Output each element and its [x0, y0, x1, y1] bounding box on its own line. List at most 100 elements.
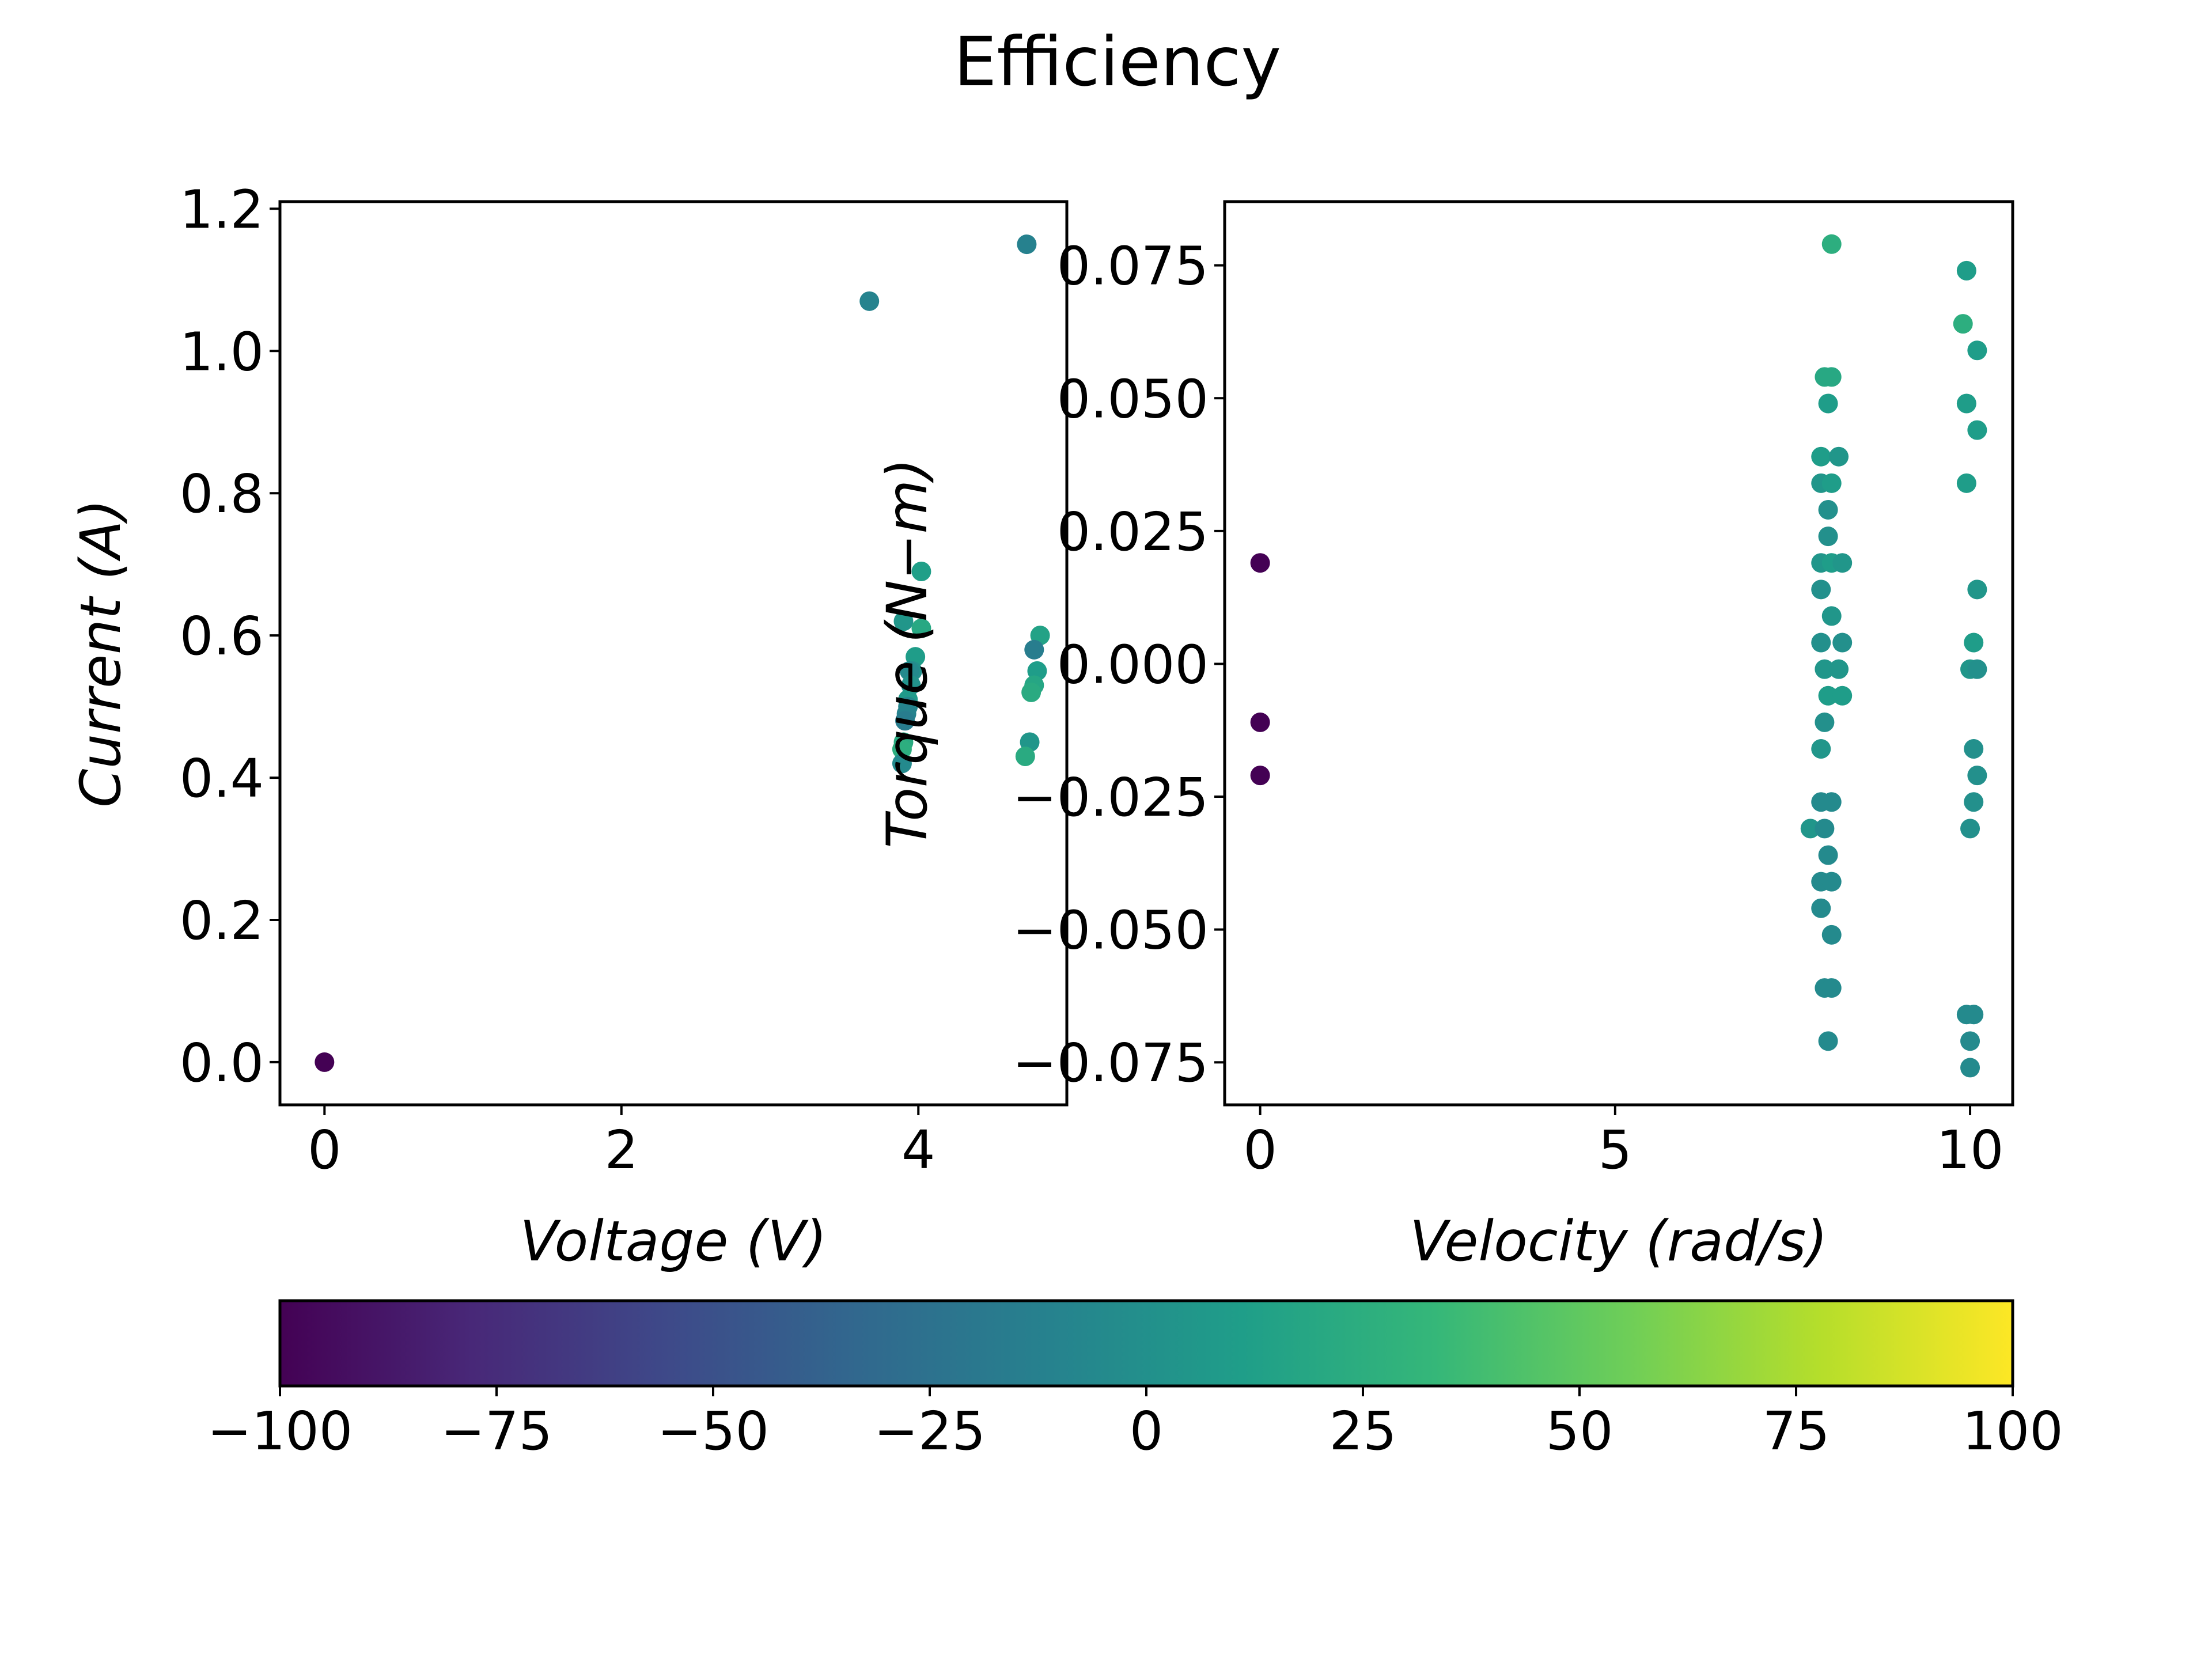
y-tick-label: 0.8: [180, 463, 264, 525]
scatter-point: [1250, 553, 1270, 573]
scatter-point: [1821, 606, 1842, 626]
current-voltage-plot: 0 2 4 0.0 0.2 0.4 0.6 0.8 1.0 1.2 Voltage (V) Cur…: [69, 179, 1069, 1274]
y-tick-label: 0.4: [180, 748, 264, 809]
x-tick-label: 0: [1243, 1119, 1277, 1181]
colorbar-gradient: [278, 1299, 2014, 1388]
scatter-point: [1818, 1031, 1838, 1051]
colorbar-tick-label: 75: [1762, 1400, 1830, 1462]
scatter-point: [1821, 925, 1842, 945]
scatter-point: [1967, 766, 1987, 786]
colorbar-tick-label: 25: [1329, 1400, 1396, 1462]
scatter-point: [1818, 685, 1838, 706]
scatter-point: [1811, 632, 1831, 653]
scatter-point: [1800, 819, 1820, 839]
scatter-point: [893, 611, 914, 631]
scatter-point: [1811, 739, 1831, 759]
scatter-point: [1960, 1031, 1980, 1051]
scatter-point: [1021, 682, 1041, 702]
scatter-point: [1960, 819, 1980, 839]
scatter-point: [1821, 473, 1842, 493]
scatter-point: [1821, 234, 1842, 254]
x-tick-label: 4: [902, 1119, 935, 1181]
x-axis-label: Voltage (V): [520, 1209, 827, 1274]
scatter-point: [895, 711, 915, 731]
y-tick-label: −0.075: [1013, 1032, 1209, 1094]
scatter-point: [1964, 1005, 1984, 1025]
scatter-point: [1956, 393, 1976, 414]
y-tick-label: 1.2: [180, 179, 264, 240]
colorbar-tick-label: −25: [874, 1400, 986, 1462]
scatter-point: [1811, 898, 1831, 918]
axis-ticks: 0 5 10 −0.075 −0.050 −0.025 0.000 0.025 0.050 0.0…: [1013, 236, 2004, 1181]
scatter-point: [1960, 1058, 1980, 1078]
scatter-point: [315, 1052, 335, 1072]
scatter-point: [1964, 632, 1984, 653]
scatter-point: [1821, 792, 1842, 812]
plot-frame: [1223, 200, 2014, 1107]
scatter-point: [1829, 446, 1849, 467]
scatter-point: [1250, 712, 1270, 732]
scatter-point: [1811, 446, 1831, 467]
y-axis-label: Torque (N−m): [875, 458, 940, 848]
axis-ticks: 0 2 4 0.0 0.2 0.4 0.6 0.8 1.0 1.2: [180, 179, 935, 1181]
y-tick-label: 0.025: [1057, 501, 1209, 563]
scatter-point: [1821, 367, 1842, 387]
scatter-point: [1017, 234, 1037, 255]
scatter-point: [1829, 659, 1849, 679]
scatter-point: [1250, 766, 1270, 786]
scatter-point: [1821, 978, 1842, 998]
x-tick-label: 2: [605, 1119, 639, 1181]
scatter-point: [1964, 739, 1984, 759]
scatter-point: [1811, 579, 1831, 600]
scatter-point: [1832, 553, 1853, 573]
x-tick-label: 0: [308, 1119, 342, 1181]
scatter-point: [1815, 819, 1835, 839]
scatter-point: [1015, 747, 1035, 767]
y-tick-label: −0.050: [1013, 900, 1209, 961]
figure-title: Efficiency: [954, 22, 1281, 101]
scatter-point: [899, 661, 919, 681]
y-axis-label: Current (A): [69, 499, 133, 807]
scatter-point: [859, 291, 880, 311]
colorbar-tick-label: −75: [441, 1400, 552, 1462]
colorbar-tick-label: −100: [207, 1400, 353, 1462]
scatter-point: [1967, 340, 1987, 361]
torque-velocity-plot: 0 5 10 −0.075 −0.050 −0.025 0.000 0.025 0.050 0.0…: [875, 200, 2014, 1274]
scatter-point: [1815, 712, 1835, 732]
scatter-point: [1967, 579, 1987, 600]
scatter-point: [911, 618, 931, 638]
scatter-point: [1818, 845, 1838, 865]
scatter-point: [892, 753, 912, 774]
scatter-point: [1024, 639, 1044, 660]
scatter-points: [315, 234, 1050, 1072]
colorbar: −100 −75 −50 −25 0 25 50 75 100: [207, 1299, 2063, 1462]
scatter-point: [892, 739, 912, 759]
colorbar-ticks: −100 −75 −50 −25 0 25 50 75 100: [207, 1386, 2063, 1462]
scatter-point: [1818, 393, 1838, 414]
x-tick-label: 5: [1599, 1119, 1633, 1181]
scatter-point: [1832, 685, 1853, 706]
scatter-point: [1967, 420, 1987, 440]
y-tick-label: 0.6: [180, 605, 264, 667]
y-tick-label: 0.050: [1057, 368, 1209, 430]
x-axis-label: Velocity (rad/s): [1410, 1209, 1827, 1274]
scatter-point: [911, 562, 931, 582]
scatter-point: [1953, 314, 1973, 334]
colorbar-tick-label: 100: [1962, 1400, 2063, 1462]
x-tick-label: 10: [1937, 1119, 2004, 1181]
y-tick-label: −0.025: [1013, 767, 1209, 828]
y-tick-label: 0.075: [1057, 236, 1209, 297]
scatter-point: [1818, 499, 1838, 520]
scatter-point: [1964, 792, 1984, 812]
scatter-point: [1821, 872, 1842, 892]
y-tick-label: 1.0: [180, 321, 264, 382]
scatter-point: [1956, 473, 1976, 493]
y-tick-label: 0.000: [1057, 634, 1209, 695]
plot-frame: [278, 200, 1069, 1107]
scatter-point: [1832, 632, 1853, 653]
scatter-point: [1818, 527, 1838, 547]
colorbar-tick-label: −50: [657, 1400, 769, 1462]
scatter-point: [1967, 659, 1987, 679]
colorbar-tick-label: 50: [1546, 1400, 1613, 1462]
